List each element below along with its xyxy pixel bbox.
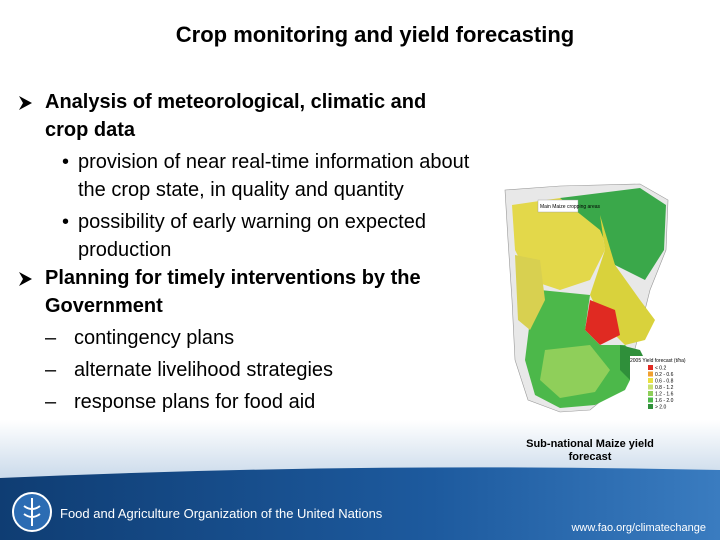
bullet-text: Planning for timely interventions by the… [45,267,421,317]
sub-bullet-item: • provision of near real-time information… [18,148,478,204]
legend-label: 0.2 - 0.6 [655,372,674,378]
legend-swatch [648,391,653,396]
sub-bullet-item: • possibility of early warning on expecte… [18,208,478,264]
map-inset-label: Main Maize cropping areas [540,204,601,210]
map-caption: Sub-national Maize yield forecast [526,438,654,463]
sub-bullet-text: possibility of early warning on expected… [78,211,426,261]
legend-swatch [648,371,653,377]
legend-swatch [648,378,653,383]
sub-bullet-item: – alternate livelihood strategies [18,356,474,384]
organization-name: Food and Agriculture Organization of the… [60,506,383,521]
sub-bullet-text: contingency plans [74,327,235,349]
arrow-bullet [19,272,32,286]
sub-bullet-marker: – [45,391,57,413]
sub-bullet-item: – contingency plans [18,324,474,352]
legend-swatch [648,365,653,370]
legend-swatch [648,397,653,403]
bullet-list: Analysis of meteorological, climatic and… [18,88,498,416]
bullet-item: Analysis of meteorological, climatic and… [18,88,455,144]
legend-label: < 0.2 [655,366,666,372]
legend-swatch [648,404,653,409]
slide-title: Crop monitoring and yield forecasting [175,22,575,47]
legend-label: 1.2 - 1.6 [655,392,674,398]
map-legend-title: 2005 Yield forecast (t/ha) [630,358,686,364]
sub-bullet-text: alternate livelihood strategies [74,359,334,381]
legend-label: 0.6 - 0.8 [655,379,674,385]
sub-bullet-item: – response plans for food aid [18,388,474,416]
legend-label: 1.6 - 2.0 [655,398,674,404]
legend-label: > 2.0 [655,405,666,411]
legend-label: 0.8 - 1.2 [655,385,674,391]
sub-bullet-marker: • [62,211,70,233]
yield-map [498,180,670,416]
sub-bullet-text: response plans for food aid [74,391,316,413]
sub-bullet-marker: • [62,151,70,173]
bullet-item: Planning for timely interventions by the… [18,264,455,320]
arrow-bullet [19,96,32,110]
sub-bullet-marker: – [45,327,57,349]
bullet-text: Analysis of meteorological, climatic and… [45,91,427,141]
sub-bullet-text: provision of near real-time information … [78,151,470,201]
footer-url: www.fao.org/climatechange [571,522,706,534]
sub-bullet-marker: – [45,359,57,381]
legend-swatch [648,384,653,390]
